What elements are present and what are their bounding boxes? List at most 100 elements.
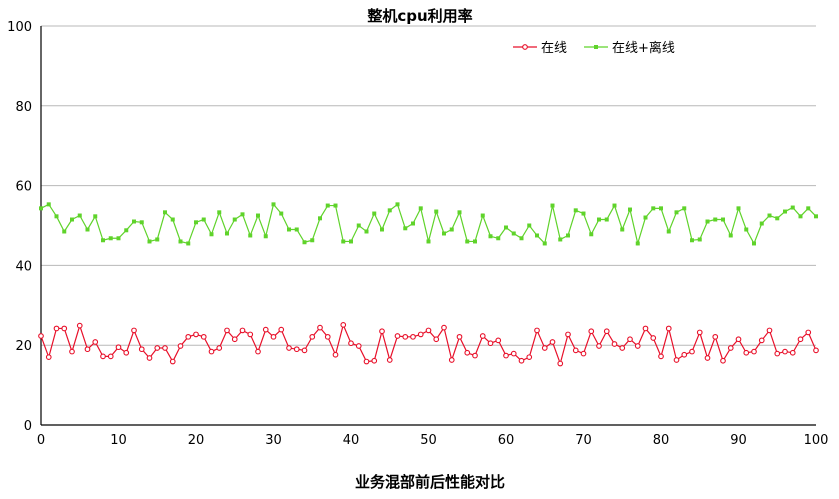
- data-point: [310, 238, 315, 243]
- data-point: [721, 217, 725, 222]
- data-point: [565, 331, 571, 338]
- series-2: [39, 202, 818, 246]
- data-point: [666, 229, 671, 234]
- data-point: [402, 333, 409, 340]
- data-point: [348, 340, 354, 347]
- data-point: [45, 354, 52, 361]
- data-point: [163, 210, 167, 215]
- data-point: [318, 216, 322, 221]
- data-point: [379, 328, 385, 335]
- data-point: [169, 358, 176, 365]
- data-point: [232, 217, 237, 222]
- data-point: [651, 206, 656, 211]
- data-point: [611, 341, 618, 347]
- data-point: [108, 236, 113, 241]
- data-point: [541, 345, 548, 351]
- data-point: [333, 203, 338, 208]
- data-point: [596, 343, 602, 349]
- data-point: [69, 348, 75, 355]
- data-point: [511, 231, 516, 236]
- data-point: [767, 213, 772, 218]
- data-point: [659, 206, 663, 211]
- data-point: [85, 227, 90, 232]
- data-point: [682, 206, 687, 211]
- data-point: [364, 229, 369, 234]
- data-point: [728, 233, 733, 238]
- data-point: [674, 210, 679, 215]
- x-tick-label: 30: [265, 433, 282, 448]
- data-point: [262, 326, 269, 333]
- data-point: [294, 227, 299, 232]
- data-point: [813, 347, 819, 354]
- data-point: [503, 352, 509, 359]
- data-point: [270, 333, 277, 340]
- data-point: [775, 216, 780, 221]
- legend-marker: [594, 45, 598, 49]
- data-point: [186, 241, 191, 246]
- data-point: [116, 236, 121, 241]
- data-point: [604, 217, 609, 222]
- data-point: [46, 202, 51, 207]
- data-point: [736, 206, 741, 211]
- data-point: [386, 357, 393, 363]
- data-point: [650, 335, 657, 341]
- data-point: [123, 349, 130, 356]
- data-point: [534, 327, 540, 334]
- data-point: [697, 237, 702, 242]
- data-point: [527, 223, 532, 228]
- data-point: [635, 241, 640, 246]
- data-point: [138, 346, 145, 353]
- data-point: [139, 220, 144, 225]
- data-point: [805, 329, 812, 336]
- data-point: [743, 349, 750, 356]
- data-point: [619, 345, 626, 351]
- data-point: [690, 238, 694, 243]
- legend-label: 在线: [541, 41, 567, 56]
- data-point: [355, 343, 362, 349]
- x-tick-label: 80: [653, 433, 670, 448]
- data-point: [216, 345, 223, 351]
- data-point: [542, 241, 547, 246]
- data-point: [309, 333, 316, 340]
- data-point: [751, 348, 757, 355]
- data-point: [340, 322, 347, 328]
- data-point: [628, 207, 632, 212]
- data-point: [572, 347, 579, 354]
- data-point: [705, 219, 710, 224]
- data-point: [744, 227, 749, 232]
- data-point: [566, 233, 570, 238]
- data-point: [341, 239, 346, 244]
- data-point: [449, 227, 454, 232]
- data-point: [325, 203, 330, 208]
- data-point: [387, 208, 392, 213]
- data-point: [394, 333, 401, 339]
- data-point: [372, 211, 377, 216]
- data-point: [185, 333, 192, 340]
- data-point: [790, 205, 795, 210]
- series-1: [38, 322, 819, 367]
- data-point: [287, 227, 291, 232]
- data-point: [759, 221, 764, 226]
- data-point: [53, 325, 60, 332]
- data-point: [558, 237, 563, 242]
- data-point: [681, 351, 688, 358]
- series-layer: [38, 202, 819, 367]
- data-point: [76, 322, 83, 329]
- data-point: [208, 348, 215, 355]
- data-point: [473, 239, 477, 244]
- y-tick-label: 80: [15, 100, 32, 115]
- data-point: [100, 353, 106, 360]
- data-point: [371, 357, 378, 364]
- data-point: [418, 206, 423, 211]
- data-point: [720, 357, 726, 364]
- data-point: [293, 346, 300, 353]
- data-point: [302, 240, 307, 245]
- data-point: [411, 221, 415, 226]
- y-tick-label: 60: [15, 180, 32, 195]
- data-point: [256, 213, 260, 218]
- data-point: [806, 206, 811, 211]
- data-point: [620, 227, 625, 232]
- data-point: [131, 327, 137, 334]
